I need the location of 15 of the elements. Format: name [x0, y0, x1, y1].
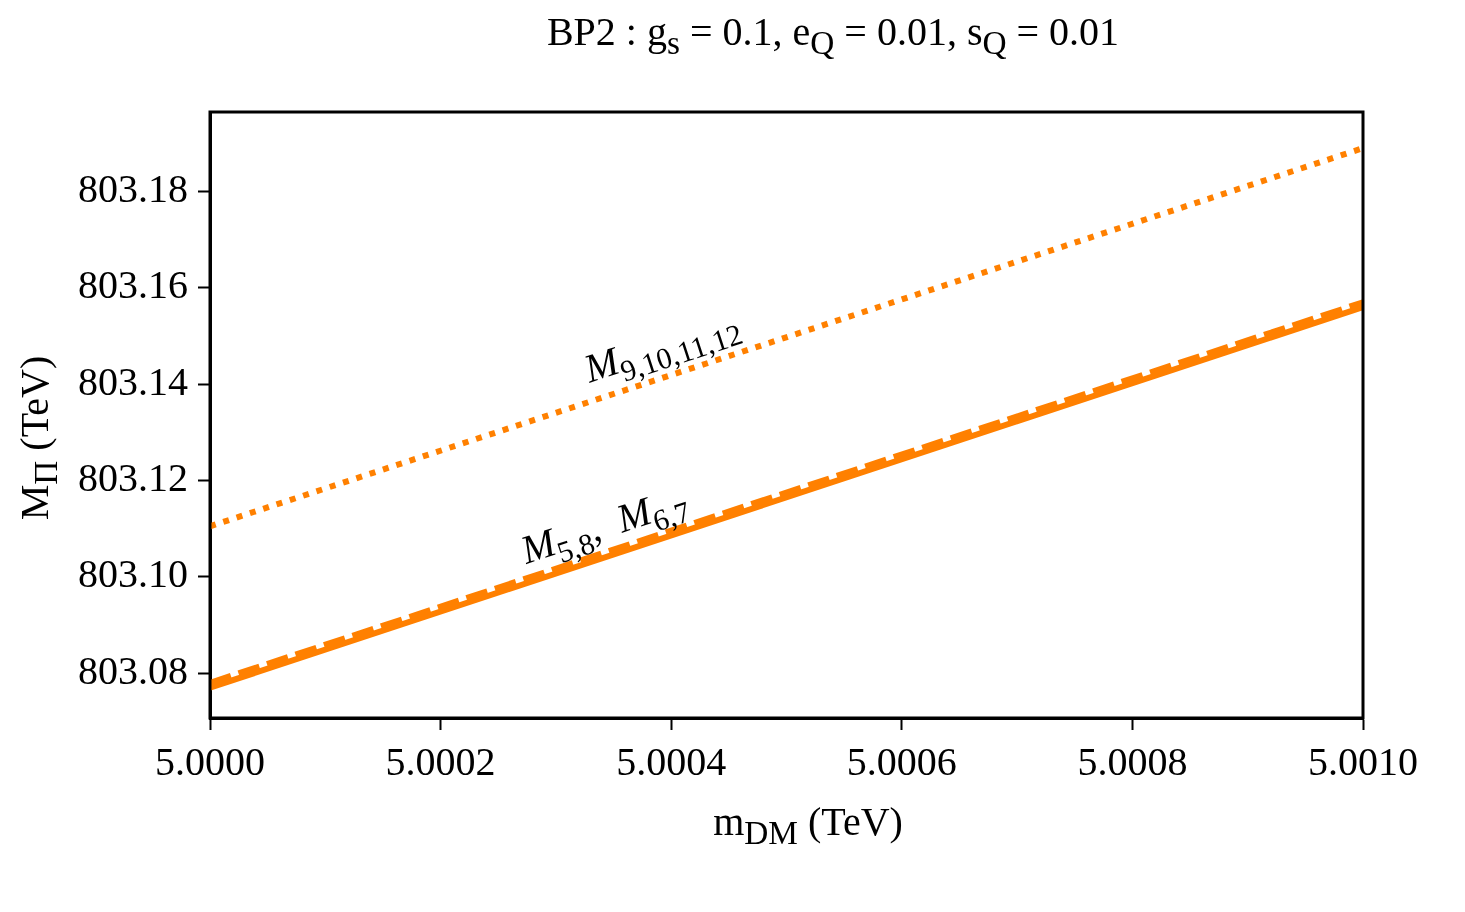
- x-tick-label: 5.0008: [1077, 738, 1188, 784]
- x-tick-label: 5.0010: [1308, 738, 1418, 784]
- y-tick-label: 803.18: [78, 165, 188, 211]
- annotation: M5,8, M6,7: [514, 487, 695, 573]
- y-tick-label: 803.16: [78, 262, 188, 308]
- y-tick-label: 803.10: [78, 551, 188, 597]
- y-tick-label: 803.14: [78, 358, 188, 404]
- x-tick-label: 5.0002: [385, 738, 496, 784]
- x-axis-title: m$_{DM}$ (TeV): [712, 798, 904, 852]
- y-tick-label: 803.08: [78, 647, 188, 693]
- x-tick-label: 5.0004: [616, 738, 727, 784]
- chart-title: BP2 : g$_{s}$ = 0.1, e$_{Q}$ = 0.01, s$_{Q}$ = 0.01: [545, 8, 1121, 63]
- x-tick-label: 5.0000: [155, 738, 265, 784]
- x-tick-label: 5.0006: [846, 738, 957, 784]
- y-tick-label: 803.12: [78, 455, 188, 501]
